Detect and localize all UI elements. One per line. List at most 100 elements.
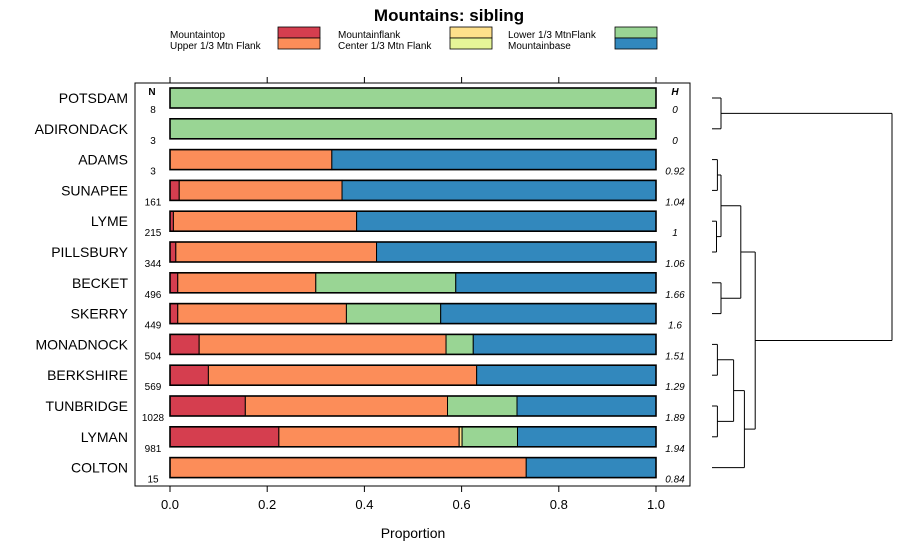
- h-header: H: [671, 87, 679, 98]
- row-label-sunapee: SUNAPEE: [61, 182, 128, 198]
- bar-skerry-upper-1-3-mtn-flank: [177, 303, 347, 325]
- row-labels: POTSDAM ADIRONDACK ADAMS SUNAPEE LYME PILLSBU…: [35, 90, 129, 476]
- legend-label-center-1-3-mtn-flank: Center 1/3 Mtn Flank: [338, 41, 432, 52]
- plot-frame: [134, 82, 691, 487]
- bar-monadnock-mountainbase: [472, 333, 657, 355]
- n-value-adams: 3: [150, 167, 156, 178]
- dendrogram: [712, 97, 893, 469]
- x-axis-title: Proportion: [381, 525, 446, 541]
- bar-adirondack-lower-1-3-mtnflank: [169, 118, 657, 140]
- n-value-pillsbury: 344: [145, 259, 162, 270]
- x-tick-label-1: 0.2: [258, 497, 276, 512]
- h-value-tunbridge: 1.89: [665, 413, 685, 424]
- h-value-sunapee: 1.04: [665, 197, 685, 208]
- bar-outline-colton: [169, 456, 657, 479]
- x-tick-label-0: 0.0: [161, 497, 179, 512]
- row-label-adirondack: ADIRONDACK: [35, 121, 129, 137]
- bar-colton-mountainbase: [525, 457, 657, 479]
- bar-tunbridge-upper-1-3-mtn-flank: [244, 395, 449, 417]
- row-label-tunbridge: TUNBRIDGE: [46, 398, 128, 414]
- h-value-pillsbury: 1.06: [665, 259, 685, 270]
- bar-monadnock-mountaintop: [169, 333, 200, 355]
- bar-becket-mountainbase: [455, 272, 657, 294]
- bar-pillsbury-mountainbase: [376, 241, 657, 263]
- n-value-lyman: 981: [145, 444, 162, 455]
- bar-lyman-mountaintop: [169, 426, 280, 448]
- legend-swatch-center-1-3-mtn-flank: [449, 37, 493, 50]
- n-header: N: [148, 87, 155, 98]
- bar-lyme-mountainbase: [356, 210, 657, 232]
- n-value-colton: 15: [147, 475, 159, 486]
- bar-outline-pillsbury: [169, 241, 657, 263]
- x-tick-label-2: 0.4: [355, 497, 373, 512]
- bar-lyman-mountainbase: [516, 426, 657, 448]
- bar-outline-monadnock: [169, 333, 657, 356]
- n-value-lyme: 215: [145, 228, 162, 239]
- legend-label-upper-1-3-mtn-flank: Upper 1/3 Mtn Flank: [170, 41, 262, 52]
- h-value-adams: 0.92: [665, 167, 685, 178]
- legend-swatch-upper-1-3-mtn-flank: [277, 37, 321, 50]
- row-label-adams: ADAMS: [78, 152, 128, 168]
- row-label-monadnock: MONADNOCK: [35, 336, 128, 352]
- x-tick-label-4: 0.8: [550, 497, 568, 512]
- bar-skerry-mountaintop: [169, 303, 179, 325]
- bar-becket-upper-1-3-mtn-flank: [177, 272, 317, 294]
- n-value-adirondack: 3: [150, 136, 156, 147]
- bar-becket-mountaintop: [169, 272, 179, 294]
- h-value-adirondack: 0: [672, 136, 678, 147]
- legend-label-mountainbase: Mountainbase: [508, 41, 571, 52]
- n-value-becket: 496: [145, 290, 162, 301]
- row-label-pillsbury: PILLSBURY: [51, 244, 128, 260]
- bar-outline-tunbridge: [169, 395, 657, 417]
- bar-adams-mountainbase: [331, 149, 657, 171]
- legend-label-lower-1-3-mtnflank: Lower 1/3 MtnFlank: [508, 30, 597, 41]
- bar-berkshire-upper-1-3-mtn-flank: [207, 364, 478, 386]
- bar-sunapee-upper-1-3-mtn-flank: [178, 179, 343, 201]
- row-label-colton: COLTON: [71, 460, 128, 476]
- bar-outline-skerry: [169, 302, 657, 325]
- legend-swatch-lower-1-3-mtnflank: [614, 26, 658, 39]
- n-value-monadnock: 504: [145, 351, 162, 362]
- h-value-berkshire: 1.29: [665, 382, 685, 393]
- bar-lyman-upper-1-3-mtn-flank: [278, 426, 460, 448]
- h-labels: 0 0 0.92 1.04 1 1.06 1.66 1.6 1.51 1.29 1.89 1.94 0.…: [665, 105, 685, 486]
- bar-outline-berkshire: [169, 364, 657, 387]
- row-label-potsdam: POTSDAM: [59, 90, 128, 106]
- row-label-lyman: LYMAN: [81, 429, 128, 445]
- h-value-skerry: 1.6: [668, 321, 682, 332]
- bar-monadnock-upper-1-3-mtn-flank: [198, 333, 447, 355]
- bar-outline-adams: [169, 148, 657, 171]
- bar-tunbridge-mountainbase: [516, 395, 657, 417]
- row-label-berkshire: BERKSHIRE: [47, 367, 128, 383]
- h-value-colton: 0.84: [665, 475, 685, 486]
- h-value-lyme: 1: [672, 228, 678, 239]
- bar-outline-becket: [169, 271, 657, 294]
- bar-berkshire-mountainbase: [476, 364, 657, 386]
- legend-swatch-mountainbase: [614, 37, 658, 50]
- n-value-berkshire: 569: [145, 382, 162, 393]
- row-label-skerry: SKERRY: [71, 306, 129, 322]
- bar-outline-lyman: [169, 425, 657, 448]
- legend-swatch-mountaintop: [277, 26, 321, 39]
- bar-skerry-lower-1-3-mtnflank: [345, 303, 442, 325]
- bar-sunapee-mountainbase: [341, 179, 657, 201]
- x-tick-label-5: 1.0: [647, 497, 665, 512]
- legend-label-mountaintop: Mountaintop: [170, 30, 225, 41]
- bar-outline-sunapee: [169, 179, 657, 202]
- bar-tunbridge-lower-1-3-mtnflank: [447, 395, 518, 417]
- bar-monadnock-lower-1-3-mtnflank: [445, 333, 474, 355]
- n-labels: 8 3 3 161 215 344 496 449 504 569 1028 981 15: [142, 105, 165, 486]
- bar-pillsbury-mountaintop: [169, 241, 177, 263]
- n-value-sunapee: 161: [145, 197, 162, 208]
- n-value-tunbridge: 1028: [142, 413, 165, 424]
- legend-swatch-mountainflank: [449, 26, 493, 39]
- legend-label-mountainflank: Mountainflank: [338, 30, 401, 41]
- bar-tunbridge-mountaintop: [169, 395, 246, 417]
- n-value-skerry: 449: [145, 321, 162, 332]
- bar-outline-adirondack: [169, 118, 657, 140]
- bar-pillsbury-upper-1-3-mtn-flank: [175, 241, 378, 263]
- bar-sunapee-mountaintop: [169, 179, 180, 201]
- h-value-lyman: 1.94: [665, 444, 685, 455]
